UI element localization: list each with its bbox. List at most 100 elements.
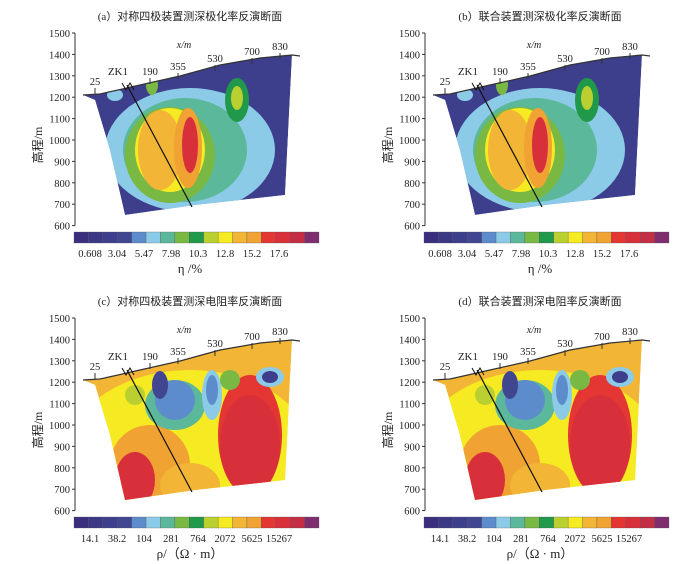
colorbar-label: 764 bbox=[540, 534, 557, 545]
colorbar-label: 10.3 bbox=[189, 249, 207, 260]
y-tick-label: 800 bbox=[54, 464, 70, 475]
colorbar-label: 38.2 bbox=[458, 534, 476, 545]
borehole-label: ZK1 bbox=[108, 351, 128, 363]
colorbar-cell bbox=[481, 231, 497, 244]
y-tick-label: 900 bbox=[404, 157, 420, 168]
borehole-label: ZK1 bbox=[458, 66, 478, 78]
colorbar-cell bbox=[423, 516, 439, 529]
contour-region bbox=[220, 395, 280, 495]
contour-region bbox=[570, 395, 630, 495]
y-tick-label: 1100 bbox=[49, 115, 70, 126]
y-tick-label: 700 bbox=[404, 200, 420, 211]
colorbar-label: 0.608 bbox=[78, 249, 102, 260]
colorbar-cell bbox=[553, 516, 569, 529]
panel-c: (c）对称四极装置测深电阻率反演断面 1500 1400 1300 1200 1100 10… bbox=[30, 294, 320, 561]
terrain-line bbox=[82, 339, 301, 381]
colorbar-cell bbox=[467, 516, 482, 529]
colorbar-cell bbox=[246, 231, 262, 244]
colorbar-label: 281 bbox=[513, 534, 529, 545]
colorbar-title: ρ/（Ω · m） bbox=[507, 546, 574, 561]
contour-region bbox=[581, 86, 593, 110]
borehole-label: ZK1 bbox=[108, 66, 128, 78]
colorbar-cell bbox=[189, 516, 204, 529]
colorbar-cell bbox=[261, 516, 276, 529]
colorbar-cell bbox=[596, 516, 612, 529]
colorbar-cell bbox=[611, 231, 626, 244]
panel-b: (b）联合装置测深极化率反演断面 1500 1400 1300 1200 1100 1000… bbox=[380, 9, 670, 276]
colorbar-label: 5.47 bbox=[485, 249, 503, 260]
colorbar-cell bbox=[524, 516, 540, 529]
contour-region bbox=[206, 375, 218, 405]
contour-region bbox=[231, 86, 243, 110]
colorbar-cell bbox=[102, 231, 118, 244]
borehole-label: ZK1 bbox=[458, 351, 478, 363]
y-tick-label: 1300 bbox=[49, 72, 70, 83]
colorbar-label: 5625 bbox=[242, 534, 263, 545]
contour-region bbox=[465, 452, 505, 500]
section-image bbox=[83, 340, 292, 500]
colorbar-cell bbox=[203, 231, 219, 244]
colorbar-cell bbox=[217, 516, 233, 529]
y-tick-label: 1100 bbox=[399, 115, 420, 126]
x-mark-label: 530 bbox=[207, 54, 223, 65]
y-tick-label: 1200 bbox=[399, 378, 420, 389]
x-mark-label: 700 bbox=[244, 332, 260, 343]
y-tick-label: 600 bbox=[54, 507, 70, 518]
colorbar-cell bbox=[261, 231, 276, 244]
colorbar-label: 0.608 bbox=[428, 249, 452, 260]
colorbar-cell bbox=[246, 516, 262, 529]
colorbar-label: 14.1 bbox=[81, 534, 99, 545]
y-tick-label: 1200 bbox=[49, 93, 70, 104]
colorbar-label: 5625 bbox=[592, 534, 613, 545]
colorbar-label: 12.8 bbox=[216, 249, 234, 260]
colorbar-label: 12.8 bbox=[566, 249, 584, 260]
colorbar-cell bbox=[510, 231, 526, 244]
y-tick-label: 1100 bbox=[49, 400, 70, 411]
y-tick-label: 1400 bbox=[399, 50, 420, 61]
terrain-line bbox=[432, 339, 651, 381]
colorbar-label: 15.2 bbox=[243, 249, 261, 260]
y-tick-label: 600 bbox=[404, 507, 420, 518]
colorbar-label: 2072 bbox=[215, 534, 236, 545]
colorbar-cell bbox=[640, 516, 655, 529]
colorbar-cell bbox=[553, 231, 569, 244]
x-mark-label: 355 bbox=[520, 347, 536, 358]
contour-region bbox=[125, 385, 145, 405]
y-tick-label: 1200 bbox=[399, 93, 420, 104]
x-mark-label: 355 bbox=[520, 62, 536, 73]
colorbar-cell bbox=[495, 516, 511, 529]
y-tick-label: 1300 bbox=[399, 72, 420, 83]
colorbar-cell bbox=[145, 231, 161, 244]
colorbar-cell bbox=[217, 231, 233, 244]
colorbar-cell bbox=[88, 516, 103, 529]
y-tick-label: 1400 bbox=[49, 50, 70, 61]
colorbar-cell bbox=[160, 231, 176, 244]
x-mark-label: 700 bbox=[594, 332, 610, 343]
y-tick-label: 1300 bbox=[49, 357, 70, 368]
colorbar-label: 7.98 bbox=[162, 249, 180, 260]
borehole-line bbox=[126, 84, 193, 208]
y-tick-label: 700 bbox=[54, 485, 70, 496]
colorbar-cell bbox=[275, 231, 291, 244]
borehole-line bbox=[476, 369, 543, 493]
colorbar-label: 15.2 bbox=[593, 249, 611, 260]
colorbar-cell bbox=[275, 516, 291, 529]
contour-region bbox=[556, 375, 568, 405]
x-mark-label: 355 bbox=[170, 62, 186, 73]
contour-region bbox=[475, 385, 495, 405]
y-axis-label: 高程/m bbox=[380, 126, 395, 163]
x-mark-label: 190 bbox=[492, 67, 508, 78]
x-mark-label: 25 bbox=[440, 77, 451, 88]
y-tick-label: 1500 bbox=[49, 314, 70, 325]
colorbar-label: 7.98 bbox=[512, 249, 530, 260]
y-tick-label: 1000 bbox=[49, 421, 70, 432]
y-tick-label: 1100 bbox=[399, 400, 420, 411]
colorbar-cell bbox=[131, 516, 147, 529]
contour-region bbox=[146, 75, 158, 95]
y-tick-label: 800 bbox=[404, 179, 420, 190]
panel-title: (a）对称四极装置测深极化率反演断面 bbox=[98, 9, 283, 23]
colorbar-label: 38.2 bbox=[108, 534, 126, 545]
colorbar-cell bbox=[73, 516, 89, 529]
colorbar-label: 17.6 bbox=[270, 249, 288, 260]
colorbar-label: 14.1 bbox=[431, 534, 449, 545]
